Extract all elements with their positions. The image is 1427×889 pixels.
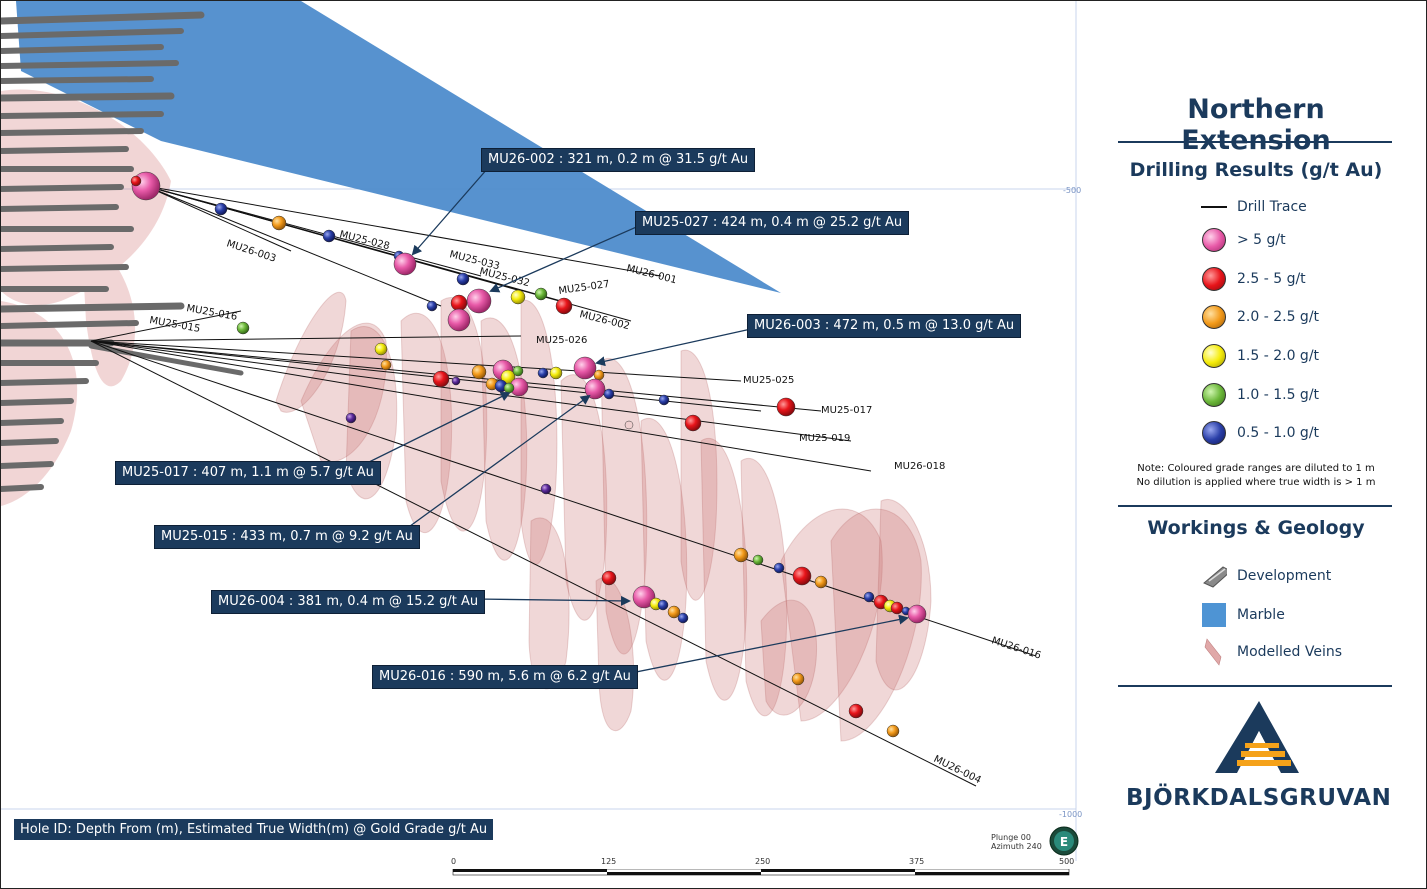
legend-note-line1: Note: Coloured grade ranges are diluted … (1137, 463, 1375, 474)
grade-green-icon (1202, 383, 1226, 407)
development-icon (1201, 563, 1227, 589)
hole-label: MU25-027 (558, 279, 610, 297)
marble-body (16, 1, 781, 293)
callout-label: MU25-017 : 407 m, 1.1 m @ 5.7 g/t Au (115, 461, 381, 485)
legend-label: Modelled Veins (1237, 644, 1343, 660)
scale-tick-label: 250 (755, 857, 771, 866)
azimuth-label: Azimuth 240 (991, 842, 1042, 851)
view-orientation: Plunge 00 Azimuth 240 (991, 833, 1042, 851)
grade-yellow-icon (1202, 344, 1226, 368)
compass-icon: E (1049, 826, 1079, 856)
hole-label: MU26-016 (990, 635, 1042, 661)
hole-label: MU25-016 (185, 303, 238, 323)
drill-traces (90, 185, 1037, 787)
legend-label: Development (1237, 568, 1332, 584)
callout-label: MU26-004 : 381 m, 0.4 m @ 15.2 g/t Au (211, 590, 486, 614)
drill-trace-icon (1201, 206, 1227, 208)
plunge-label: Plunge 00 (991, 833, 1031, 842)
legend-row-marble: Marble (1201, 602, 1285, 628)
callout-label: MU26-016 : 590 m, 5.6 m @ 6.2 g/t Au (372, 665, 638, 689)
development-workings (1, 11, 244, 492)
hole-label: MU26-018 (894, 461, 945, 472)
hole-label: MU25-017 (821, 405, 872, 416)
legend-panel: Northern Extension Drilling Results (g/t… (1091, 1, 1426, 888)
legend-row-veins: Modelled Veins (1201, 637, 1343, 667)
legend-divider (1118, 141, 1392, 143)
legend-label: Drill Trace (1237, 199, 1307, 215)
scale-tick-label: 500 (1059, 857, 1075, 866)
drilling-results-title: Drilling Results (g/t Au) (1129, 159, 1383, 181)
legend-label: 1.5 - 2.0 g/t (1237, 348, 1320, 364)
legend-title: Northern Extension (1181, 94, 1331, 156)
scale-bar: 0 125 250 375 500 (451, 857, 1075, 887)
grade-blue-icon (1202, 421, 1226, 445)
workings-title: Workings & Geology (1147, 517, 1365, 539)
hole-label: MU25-019 (799, 433, 850, 444)
legend-row-grade: 2.0 - 2.5 g/t (1201, 304, 1319, 330)
vein-icon (1201, 637, 1227, 667)
grade-orange-icon (1202, 305, 1226, 329)
scale-tick-label: 0 (451, 857, 457, 866)
hole-label: MU26-001 (625, 263, 678, 286)
legend-note-line2: No dilution is applied where true width … (1136, 477, 1376, 488)
section-view: -500 -1000 (1, 1, 1091, 888)
legend-label: > 5 g/t (1237, 232, 1286, 248)
legend-label: Marble (1237, 607, 1285, 623)
callout-label: MU26-002 : 321 m, 0.2 m @ 31.5 g/t Au (481, 148, 756, 172)
callout-arrows (360, 167, 909, 674)
callout-label: MU25-027 : 424 m, 0.4 m @ 25.2 g/t Au (635, 211, 910, 235)
assay-intercepts (130, 171, 927, 738)
legend-row-grade: 1.0 - 1.5 g/t (1201, 382, 1319, 408)
legend-row-grade: > 5 g/t (1201, 227, 1286, 253)
legend-row-grade: 0.5 - 1.0 g/t (1201, 420, 1319, 446)
legend-divider (1118, 505, 1392, 507)
hole-label: MU26-003 (225, 238, 277, 264)
grade-pink-icon (1202, 228, 1226, 252)
scale-tick-label: 125 (601, 857, 617, 866)
hole-label: MU25-015 (148, 315, 201, 335)
legend-label: 0.5 - 1.0 g/t (1237, 425, 1320, 441)
hole-label: MU25-026 (536, 335, 587, 346)
company-name: BJÖRKDALSGRUVAN (1126, 785, 1392, 811)
legend-row-grade: 2.5 - 5 g/t (1201, 266, 1306, 292)
hole-label: MU26-002 (578, 309, 631, 332)
grade-red-icon (1202, 267, 1226, 291)
legend-row-grade: 1.5 - 2.0 g/t (1201, 343, 1319, 369)
section-drawing: -500 -1000 (1, 1, 1082, 861)
elevation-label-1000: -1000 (1059, 810, 1082, 819)
callout-label: MU25-015 : 433 m, 0.7 m @ 9.2 g/t Au (154, 525, 420, 549)
elevation-label-500: -500 (1063, 186, 1081, 195)
legend-label: 1.0 - 1.5 g/t (1237, 387, 1320, 403)
legend-row-drill-trace: Drill Trace (1201, 194, 1307, 220)
legend-divider (1118, 685, 1392, 687)
company-logo-icon (1215, 701, 1299, 773)
hole-label: MU26-004 (932, 754, 983, 786)
footer-note: Hole ID: Depth From (m), Estimated True … (14, 819, 494, 840)
legend-label: 2.5 - 5 g/t (1237, 271, 1306, 287)
legend-label: 2.0 - 2.5 g/t (1237, 309, 1320, 325)
hole-label: MU25-028 (338, 229, 391, 252)
hole-label: MU25-025 (743, 375, 794, 386)
marble-swatch (1202, 603, 1226, 627)
compass-letter: E (1060, 835, 1068, 849)
legend-row-development: Development (1201, 563, 1331, 589)
callout-label: MU26-003 : 472 m, 0.5 m @ 13.0 g/t Au (747, 314, 1022, 338)
scale-tick-label: 375 (909, 857, 925, 866)
